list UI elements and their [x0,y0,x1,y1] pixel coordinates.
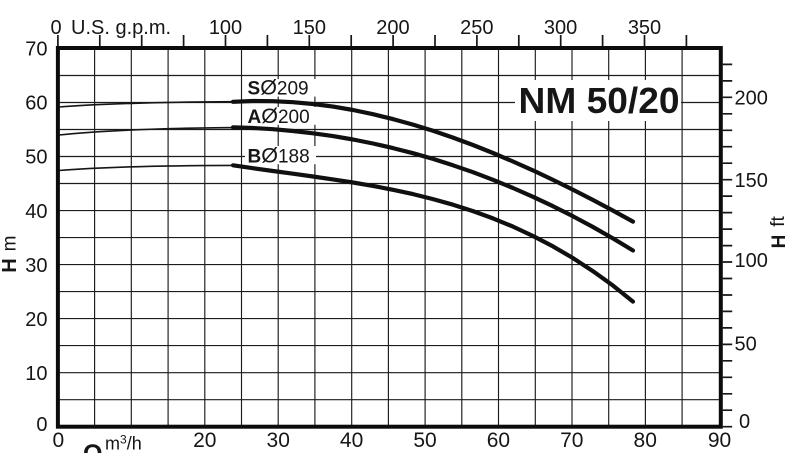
svg-text:150: 150 [735,170,768,192]
svg-text:m3/h: m3/h [105,433,142,453]
svg-text:NM 50/20: NM 50/20 [519,80,680,121]
svg-text:80: 80 [634,429,657,452]
svg-text:m: m [0,236,21,252]
svg-text:70: 70 [25,39,47,61]
svg-text:250: 250 [460,17,493,39]
svg-text:100: 100 [209,17,242,39]
svg-text:200: 200 [376,17,409,39]
svg-text:30: 30 [25,255,47,277]
svg-text:SØ209: SØ209 [248,76,309,100]
svg-text:0: 0 [739,411,750,433]
svg-text:Q: Q [83,440,102,453]
svg-text:0: 0 [50,17,61,39]
svg-text:50: 50 [25,147,47,169]
svg-text:10: 10 [25,363,47,385]
svg-text:H: H [769,235,790,249]
svg-text:100: 100 [735,250,768,272]
svg-text:20: 20 [25,309,47,331]
svg-text:90: 90 [708,429,731,452]
svg-text:BØ188: BØ188 [248,144,310,168]
svg-text:50: 50 [413,429,436,452]
svg-text:150: 150 [293,17,326,39]
svg-text:0: 0 [52,429,64,452]
svg-text:350: 350 [628,17,661,39]
svg-text:U.S. g.p.m.: U.S. g.p.m. [71,17,171,39]
svg-text:0: 0 [36,414,47,436]
svg-text:ft: ft [768,216,789,227]
svg-text:300: 300 [544,17,577,39]
svg-text:60: 60 [487,429,510,452]
svg-text:AØ200: AØ200 [248,104,310,128]
svg-text:200: 200 [735,88,768,110]
svg-text:30: 30 [267,429,290,452]
svg-text:60: 60 [25,93,47,115]
svg-text:70: 70 [560,429,583,452]
svg-text:50: 50 [735,334,757,356]
svg-text:40: 40 [25,201,47,223]
svg-text:H: H [0,258,21,272]
svg-text:40: 40 [340,429,363,452]
svg-text:20: 20 [193,429,216,452]
